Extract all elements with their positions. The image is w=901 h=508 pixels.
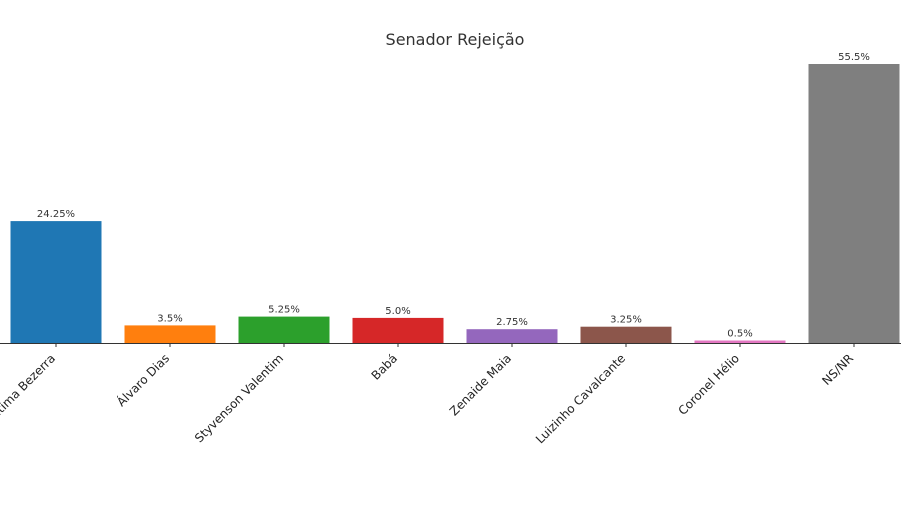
bar-7 xyxy=(808,64,900,343)
data-labels-group: 24.25% 3.5% 5.25% 5.0% 2.75% 3.25% 0.5% 55.5% xyxy=(37,52,870,340)
data-label-2: 5.25% xyxy=(268,305,300,316)
bar-6 xyxy=(694,340,786,343)
bar-3 xyxy=(352,317,444,343)
bar-1 xyxy=(124,325,216,343)
data-label-5: 3.25% xyxy=(610,315,642,326)
bar-4 xyxy=(466,329,558,343)
data-label-3: 5.0% xyxy=(385,306,410,317)
data-label-0: 24.25% xyxy=(37,209,75,220)
x-tick-label-0: Fátima Bezerra xyxy=(0,351,58,425)
x-tick-label-1: Álvaro Dias xyxy=(113,351,172,410)
data-label-7: 55.5% xyxy=(838,52,870,63)
x-tick-label-5: Luizinho Cavalcante xyxy=(533,351,628,446)
x-tick-label-7: NS/NR xyxy=(819,351,856,388)
x-ticks-group: Fátima Bezerra Álvaro Dias Styvenson Valen… xyxy=(0,343,856,446)
bar-5 xyxy=(580,326,672,343)
chart-title: Senador Rejeição xyxy=(386,30,525,49)
x-tick-label-4: Zenaide Maia xyxy=(447,351,514,418)
data-label-4: 2.75% xyxy=(496,317,528,328)
x-tick-label-3: Babá xyxy=(369,351,401,383)
x-tick-label-6: Coronel Hélio xyxy=(675,351,742,418)
bar-2 xyxy=(238,316,330,343)
bar-0 xyxy=(10,221,102,343)
bars-group xyxy=(10,64,900,343)
data-label-1: 3.5% xyxy=(157,313,182,324)
data-label-6: 0.5% xyxy=(727,329,752,340)
x-tick-label-2: Styvenson Valentim xyxy=(192,351,286,445)
